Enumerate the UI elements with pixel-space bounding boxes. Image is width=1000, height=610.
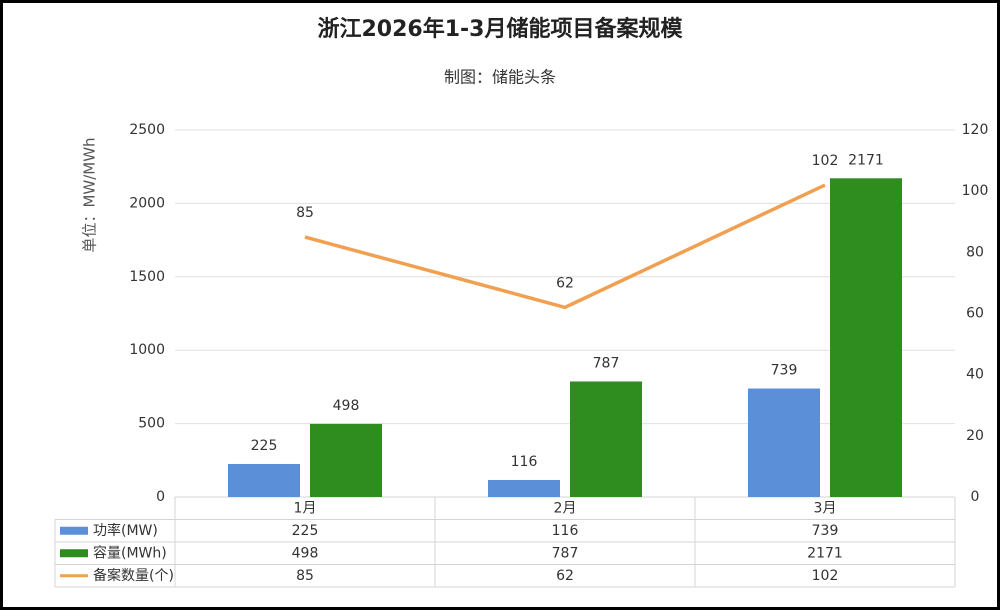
table-cell: 62 xyxy=(556,568,574,584)
data-label: 739 xyxy=(771,363,798,379)
y-tick-label: 1500 xyxy=(129,269,165,285)
table-cell: 498 xyxy=(292,545,319,561)
y-tick-label: 0 xyxy=(156,489,165,505)
bar xyxy=(748,388,820,497)
y2-tick-label: 0 xyxy=(971,489,980,505)
line xyxy=(304,183,826,310)
y-tick-label: 500 xyxy=(138,416,165,432)
y-tick-label: 2000 xyxy=(129,195,165,211)
y2-tick-label: 40 xyxy=(966,367,984,383)
legend-label: 容量(MWh) xyxy=(93,544,167,561)
x-tick-label: 3月 xyxy=(814,500,837,516)
y-tick-label: 2500 xyxy=(129,122,165,138)
y2-tick-label: 60 xyxy=(966,306,984,322)
bar xyxy=(228,463,300,497)
data-label: 62 xyxy=(556,275,574,291)
table-cell: 225 xyxy=(292,523,319,539)
data-label: 2171 xyxy=(848,152,884,168)
data-label: 225 xyxy=(251,438,278,454)
data-label: 498 xyxy=(333,398,360,414)
bar xyxy=(488,479,560,497)
legend-swatch xyxy=(60,526,88,535)
table-cell: 739 xyxy=(812,523,839,539)
y2-tick-label: 80 xyxy=(966,244,984,260)
data-label: 116 xyxy=(511,454,538,470)
chart-subtitle: 制图：储能头条 xyxy=(444,68,556,87)
table-cell: 116 xyxy=(552,523,579,539)
bar xyxy=(830,178,902,498)
y2-tick-label: 20 xyxy=(966,428,984,444)
bar xyxy=(570,381,642,497)
legend-label: 备案数量(个) xyxy=(93,567,174,584)
table-cell: 787 xyxy=(552,545,579,561)
y-tick-label: 1000 xyxy=(129,342,165,358)
table-cell: 2171 xyxy=(807,545,843,561)
bar xyxy=(310,423,382,497)
table-cell: 102 xyxy=(812,568,839,584)
legend-label: 功率(MW) xyxy=(93,522,158,539)
data-label: 787 xyxy=(593,355,620,371)
table-cell: 85 xyxy=(296,568,314,584)
y-axis-label: 单位：MW/MWh xyxy=(81,137,99,252)
legend-swatch xyxy=(60,549,88,558)
chart-title: 浙江2026年1-3月储能项目备案规模 xyxy=(318,16,684,42)
data-label: 102 xyxy=(812,153,839,169)
x-tick-label: 2月 xyxy=(554,500,577,516)
y2-tick-label: 100 xyxy=(962,183,989,199)
y2-tick-label: 120 xyxy=(962,122,989,138)
data-label: 85 xyxy=(296,205,314,221)
x-tick-label: 1月 xyxy=(294,500,317,516)
